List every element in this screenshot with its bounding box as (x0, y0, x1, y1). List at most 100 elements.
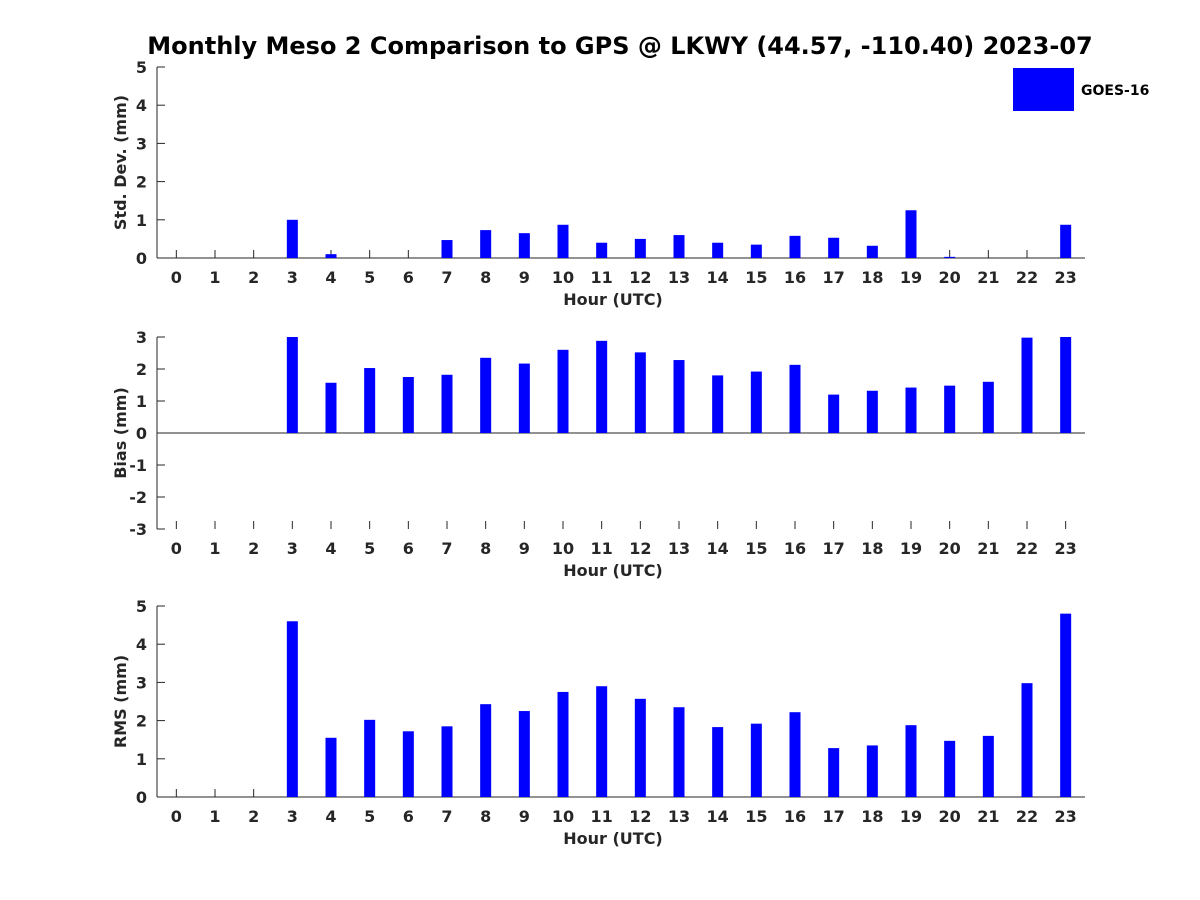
legend-label: GOES-16 (1081, 83, 1149, 99)
rms-xtick-label: 18 (861, 807, 883, 826)
rms-xtick-label: 8 (480, 807, 491, 826)
rms-ylabel: RMS (mm) (111, 655, 130, 748)
rms-xtick-label: 10 (552, 807, 574, 826)
bias-xtick-label: 8 (480, 539, 491, 558)
bias-xtick-label: 18 (861, 539, 883, 558)
rms-bar (1021, 683, 1033, 797)
bias-bar (364, 368, 376, 433)
std-dev-xtick-label: 19 (900, 268, 922, 287)
std-dev-xtick-label: 16 (784, 268, 806, 287)
bias-xtick-label: 17 (823, 539, 845, 558)
rms-xtick-label: 14 (707, 807, 729, 826)
bias-ytick-label: 3 (136, 328, 147, 347)
bias-ytick-label: 0 (136, 424, 147, 443)
bias-ytick-label: 1 (136, 392, 147, 411)
bias-bar (596, 340, 608, 433)
std-dev-ytick-label: 0 (136, 249, 147, 268)
bias-xtick-label: 15 (745, 539, 767, 558)
rms-bar (402, 731, 414, 797)
std-dev-xtick-label: 20 (939, 268, 961, 287)
std-dev-bar (712, 242, 724, 258)
rms-ytick-label: 3 (136, 673, 147, 692)
rms-xtick-label: 7 (441, 807, 452, 826)
std-dev-xtick-label: 8 (480, 268, 491, 287)
bias-bar (286, 337, 298, 433)
std-dev-ytick-label: 5 (136, 58, 147, 77)
std-dev-bar (518, 233, 530, 258)
std-dev-xtick-label: 7 (441, 268, 452, 287)
rms-xtick-label: 0 (171, 807, 182, 826)
std-dev-xtick-label: 14 (707, 268, 729, 287)
std-dev-xlabel: Hour (UTC) (563, 290, 663, 309)
rms-ytick-label: 1 (136, 750, 147, 769)
bias-bar (905, 387, 917, 433)
rms-xtick-label: 19 (900, 807, 922, 826)
std-dev-ytick-label: 2 (136, 173, 147, 192)
legend: GOES-16 (1013, 68, 1149, 111)
rms-bar (286, 621, 298, 797)
bias-xtick-label: 2 (248, 539, 259, 558)
std-dev-ylabel: Std. Dev. (mm) (111, 95, 130, 230)
std-dev-xtick-label: 12 (629, 268, 651, 287)
rms-xtick-label: 5 (364, 807, 375, 826)
rms-bar (712, 727, 724, 797)
std-dev-xtick-label: 23 (1055, 268, 1077, 287)
rms-xtick-label: 12 (629, 807, 651, 826)
rms-bar (480, 704, 492, 797)
std-dev-bar (557, 224, 569, 258)
rms-xtick-label: 16 (784, 807, 806, 826)
std-dev-xtick-label: 6 (403, 268, 414, 287)
bias-bar (866, 390, 878, 433)
bias-xtick-label: 9 (519, 539, 530, 558)
std-dev-xtick-label: 17 (823, 268, 845, 287)
bias-bar (982, 381, 994, 433)
rms-xtick-label: 20 (939, 807, 961, 826)
bias-bar (480, 357, 492, 433)
std-dev-xtick-label: 15 (745, 268, 767, 287)
std-dev-xtick-label: 1 (209, 268, 220, 287)
rms-bar (944, 740, 956, 797)
rms-bar (750, 723, 762, 797)
std-dev-ytick-label: 1 (136, 211, 147, 230)
bias-xtick-label: 14 (707, 539, 729, 558)
std-dev-xtick-label: 11 (591, 268, 613, 287)
bias-bar (402, 377, 414, 433)
std-dev-bar (828, 237, 840, 258)
bias-bar (673, 360, 685, 433)
std-dev-bar (1060, 224, 1072, 258)
rms-ytick-label: 5 (136, 597, 147, 616)
rms-ytick-label: 2 (136, 712, 147, 731)
rms-xtick-label: 2 (248, 807, 259, 826)
rms-bar (982, 735, 994, 797)
bias-xtick-label: 21 (977, 539, 999, 558)
std-dev-bar (480, 230, 492, 258)
std-dev-xtick-label: 21 (977, 268, 999, 287)
std-dev-bar (634, 238, 646, 258)
rms-xtick-label: 4 (325, 807, 336, 826)
bias-bar (789, 364, 801, 433)
std-dev-xtick-label: 2 (248, 268, 259, 287)
chart-title: Monthly Meso 2 Comparison to GPS @ LKWY … (147, 32, 1092, 60)
bias-xtick-label: 20 (939, 539, 961, 558)
rms-bar (364, 719, 376, 797)
bias-ytick-label: -3 (129, 520, 147, 539)
rms-xtick-label: 3 (287, 807, 298, 826)
bias-xtick-label: 12 (629, 539, 651, 558)
bias-xtick-label: 19 (900, 539, 922, 558)
rms-xtick-label: 11 (591, 807, 613, 826)
std-dev-bar (866, 245, 878, 258)
rms-xtick-label: 13 (668, 807, 690, 826)
std-dev-bar (750, 244, 762, 258)
bias-xtick-label: 10 (552, 539, 574, 558)
legend-swatch (1013, 68, 1074, 111)
bias-xtick-label: 0 (171, 539, 182, 558)
bias-xtick-label: 7 (441, 539, 452, 558)
bias-xtick-label: 3 (287, 539, 298, 558)
rms-bar (441, 726, 453, 797)
std-dev-bar (286, 219, 298, 258)
bias-xtick-label: 13 (668, 539, 690, 558)
rms-xtick-label: 1 (209, 807, 220, 826)
std-dev-xtick-label: 5 (364, 268, 375, 287)
